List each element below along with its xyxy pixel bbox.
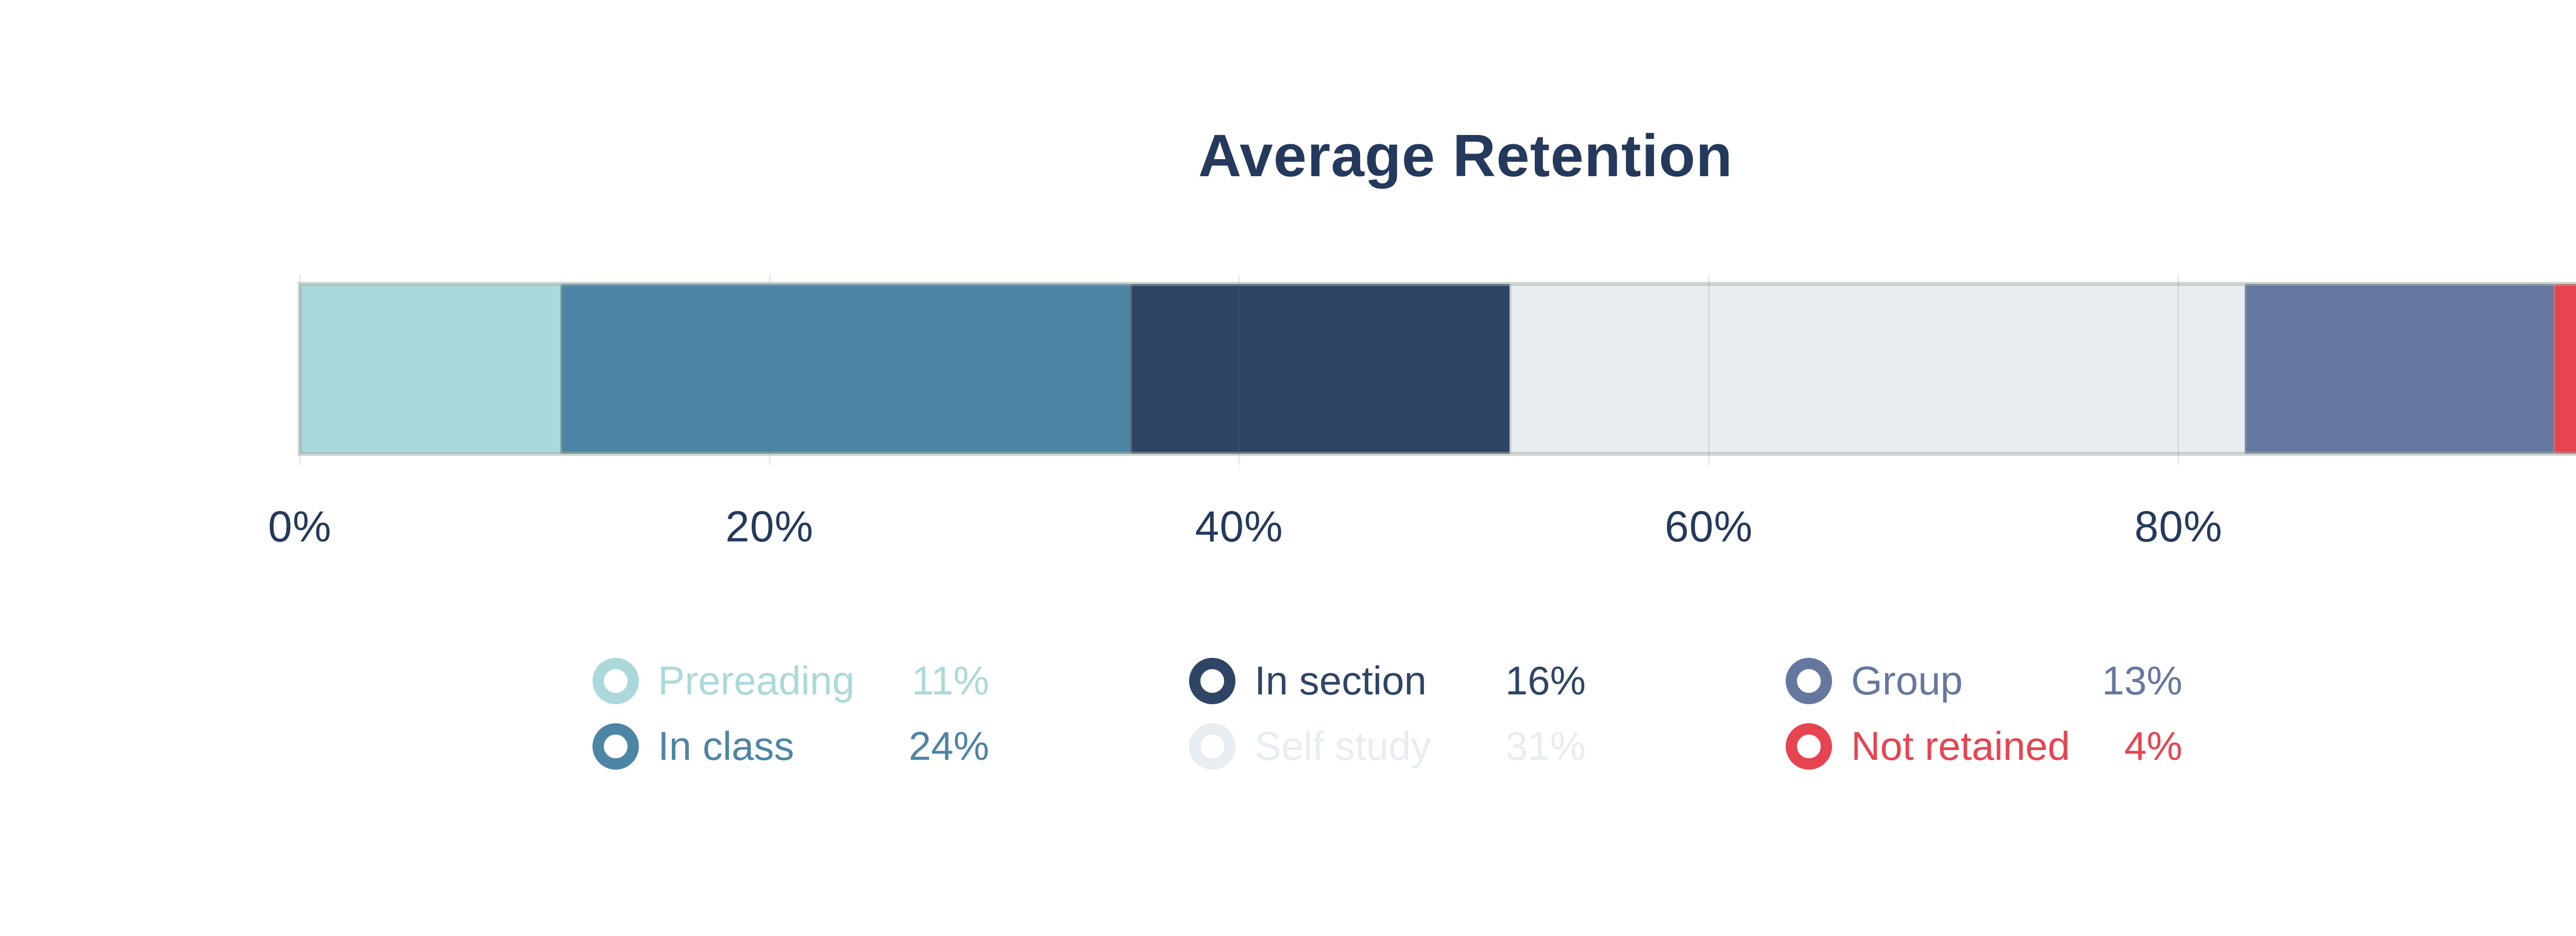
bar-segment-prereading[interactable] — [300, 284, 561, 454]
legend-ring-icon — [592, 723, 639, 770]
x-axis: 0% 20% 40% 60% 80% 100% — [268, 502, 2576, 551]
bar-segment-self-study[interactable] — [1510, 284, 2245, 454]
legend-item-in-class[interactable]: In class 24% — [592, 713, 989, 779]
stacked-bar — [298, 282, 2576, 456]
chart-title: Average Retention — [1198, 122, 1733, 189]
legend: Prereading 11% In class 24% In section 1… — [592, 648, 2182, 779]
legend-column-3: Group 13% Not retained 4% — [1786, 648, 2182, 779]
legend-value: 16% — [1505, 658, 1586, 703]
gridline-60pct — [1708, 275, 1710, 465]
legend-item-in-section[interactable]: In section 16% — [1189, 648, 1586, 713]
legend-item-self-study[interactable]: Self study 31% — [1189, 713, 1586, 779]
legend-item-group[interactable]: Group 13% — [1786, 648, 2182, 713]
legend-value: 13% — [2102, 658, 2182, 703]
legend-ring-icon — [1189, 723, 1235, 770]
legend-ring-icon — [1189, 657, 1235, 704]
legend-ring-icon — [1786, 657, 1832, 704]
legend-label: In class — [658, 723, 794, 769]
legend-item-not-retained[interactable]: Not retained 4% — [1786, 713, 2182, 779]
axis-tick-label-40pct: 40% — [1195, 502, 1283, 551]
legend-value: 24% — [908, 723, 989, 769]
bar-segment-in-section[interactable] — [1130, 284, 1510, 454]
gridline-40pct — [1238, 275, 1240, 465]
legend-column-2: In section 16% Self study 31% — [1189, 648, 1586, 779]
legend-ring-icon — [592, 657, 639, 704]
plot-area — [298, 275, 2576, 465]
gridline-20pct — [769, 275, 771, 465]
bar-segment-group[interactable] — [2245, 284, 2553, 454]
axis-tick-label-80pct: 80% — [2134, 502, 2223, 551]
gridline-0pct — [299, 275, 301, 465]
bar-segment-not-retained[interactable] — [2553, 284, 2576, 454]
gridline-80pct — [2177, 275, 2179, 465]
legend-label: Group — [1851, 658, 1963, 703]
legend-value: 31% — [1505, 723, 1586, 769]
legend-label: Not retained — [1851, 723, 2070, 769]
axis-tick-label-60pct: 60% — [1665, 502, 1753, 551]
legend-value: 11% — [911, 658, 989, 703]
legend-item-prereading[interactable]: Prereading 11% — [592, 648, 989, 713]
legend-label: Self study — [1255, 723, 1431, 769]
legend-column-1: Prereading 11% In class 24% — [592, 648, 989, 779]
legend-label: In section — [1255, 658, 1427, 703]
bar-segment-in-class[interactable] — [561, 284, 1130, 454]
legend-label: Prereading — [658, 658, 855, 703]
legend-value: 4% — [2124, 723, 2182, 769]
legend-ring-icon — [1786, 723, 1832, 770]
axis-tick-label-0pct: 0% — [268, 502, 332, 551]
axis-tick-label-20pct: 20% — [725, 502, 814, 551]
